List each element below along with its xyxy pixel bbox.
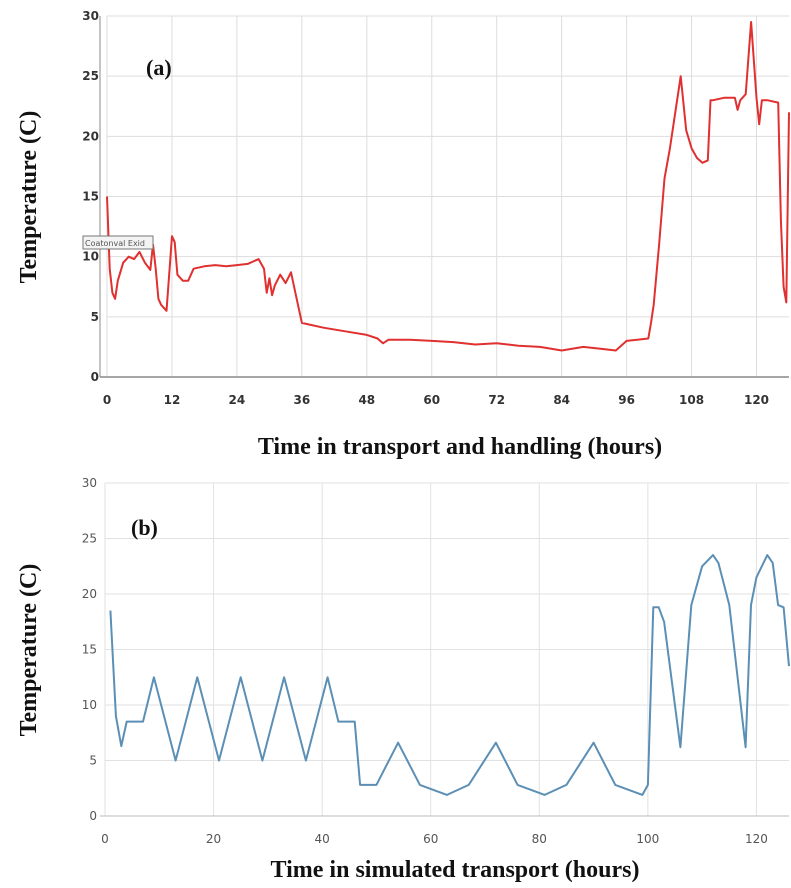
panel-b-x-tick-label: 60 — [423, 832, 438, 846]
panel-a-overlay-box — [82, 235, 154, 250]
panel-b-label: (b) — [131, 515, 158, 540]
panel-a-x-tick-label: 96 — [618, 393, 635, 407]
panel-a-label: (a) — [146, 55, 172, 80]
panel-b-chart: 0 20 40 60 80 100 120 0 5 10 15 20 25 30 (b) Temperat… — [16, 476, 790, 883]
panel-a-y-tick-label: 20 — [82, 129, 99, 143]
panel-a-grid — [106, 15, 789, 378]
panel-b-y-tick-label: 20 — [82, 587, 97, 601]
panel-b-y-tick-label: 5 — [89, 754, 97, 768]
panel-b-x-tick-label: 120 — [745, 832, 768, 846]
panel-a-y-axis-label: Temperature (C) — [16, 111, 42, 284]
panel-a-y-tick-label: 25 — [82, 69, 99, 83]
panel-a-x-tick-label: 0 — [103, 393, 111, 407]
panel-a-y-tick-label: 15 — [82, 190, 99, 204]
panel-a-x-tick-label: 48 — [358, 393, 375, 407]
panel-a-y-tick-label: 0 — [91, 370, 99, 384]
panel-b-y-tick-label: 25 — [82, 532, 97, 546]
panel-a-x-tick-label: 60 — [423, 393, 440, 407]
panel-a-x-tick-label: 36 — [294, 393, 311, 407]
panel-a-ticks: 0 12 24 36 48 60 72 84 96 108 120 0 5 10 15 20 25 30 — [82, 9, 769, 407]
panel-a-x-tick-label: 108 — [679, 393, 704, 407]
panel-a-y-tick-label: 10 — [82, 250, 99, 264]
panel-b-y-tick-label: 15 — [82, 643, 97, 657]
panel-b-x-tick-label: 100 — [636, 832, 659, 846]
panel-b-x-tick-label: 20 — [206, 832, 221, 846]
panel-b-y-tick-label: 10 — [82, 698, 97, 712]
panel-a-x-tick-label: 120 — [744, 393, 769, 407]
panel-a-overlay-label: Coatonval Exid — [85, 239, 145, 248]
panel-a-x-tick-label: 12 — [164, 393, 181, 407]
panel-a-x-tick-label: 72 — [488, 393, 505, 407]
panel-b-y-axis-label: Temperature (C) — [16, 564, 42, 737]
panel-a-x-tick-label: 24 — [229, 393, 246, 407]
panel-b-x-tick-label: 80 — [532, 832, 547, 846]
panel-b-ticks: 0 20 40 60 80 100 120 0 5 10 15 20 25 30 — [82, 476, 768, 846]
panel-b-x-axis-label: Time in simulated transport (hours) — [271, 857, 640, 883]
panel-b-x-tick-label: 0 — [101, 832, 109, 846]
panel-a-y-tick-label: 30 — [82, 9, 99, 23]
panel-a-x-axis-label: Time in transport and handling (hours) — [258, 434, 662, 460]
panel-b-grid — [104, 482, 789, 817]
panel-a-y-tick-label: 5 — [91, 310, 99, 324]
panel-b-series-line — [109, 554, 790, 796]
panel-b-y-tick-label: 0 — [89, 809, 97, 823]
panel-a-series-line — [106, 21, 790, 352]
panel-b-x-tick-label: 40 — [315, 832, 330, 846]
panel-b-y-tick-label: 30 — [82, 476, 97, 490]
panel-a-x-tick-label: 84 — [553, 393, 570, 407]
